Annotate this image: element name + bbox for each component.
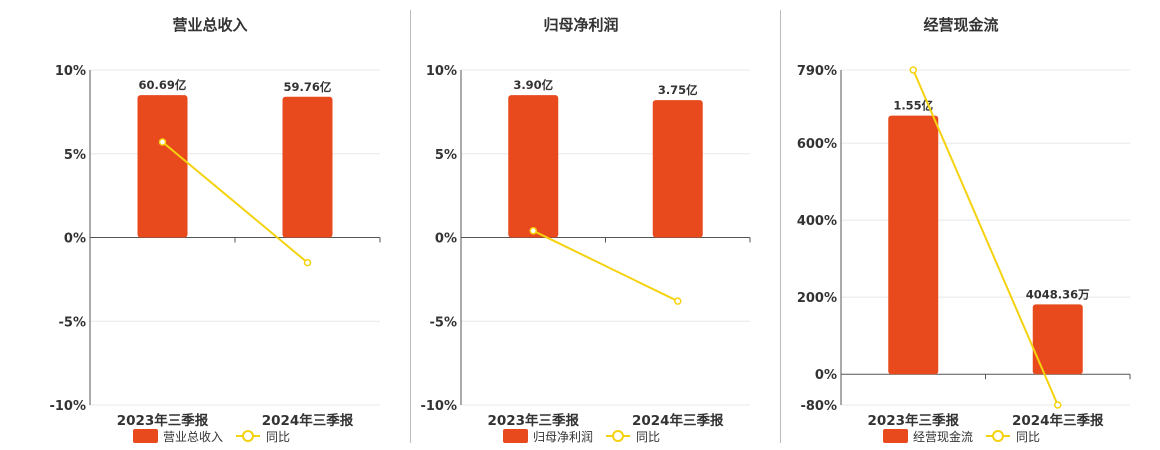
legend-label: 营业总收入 bbox=[163, 430, 223, 444]
y-tick-label: 790% bbox=[797, 64, 837, 79]
yoy-point bbox=[1054, 401, 1062, 409]
bar-swatch-icon bbox=[503, 429, 528, 443]
legend-label: 经营现金流 bbox=[913, 429, 973, 444]
x-tick-label: 2023年三季报 bbox=[867, 412, 959, 429]
y-tick-label: -10% bbox=[49, 399, 86, 414]
y-tick-label: 5% bbox=[64, 148, 86, 163]
bar-value-label: 1.55亿 bbox=[893, 99, 933, 113]
y-tick-label: -5% bbox=[430, 315, 457, 330]
chart-title: 归母净利润 bbox=[543, 16, 618, 34]
x-tick-label: 2024年三季报 bbox=[1012, 412, 1104, 429]
chart-title: 经营现金流 bbox=[923, 16, 998, 34]
yoy-point bbox=[674, 297, 682, 305]
legend-line-marker bbox=[612, 430, 624, 442]
bar-value-label: 4048.36万 bbox=[1026, 287, 1090, 301]
yoy-point bbox=[158, 138, 167, 146]
yoy-point bbox=[303, 258, 312, 267]
yoy-line bbox=[532, 229, 679, 303]
y-tick-label: 5% bbox=[435, 148, 457, 163]
cash-flow-chart-panel: 经营现金流 790% 600% 400% 200% 0% -80% 1.55亿 4048.36万… bbox=[797, 16, 1131, 444]
bar-value-label: 59.76亿 bbox=[284, 80, 332, 94]
x-tick-label: 2024年三季报 bbox=[262, 412, 354, 429]
y-tick-label: -5% bbox=[59, 315, 86, 330]
bar bbox=[1032, 304, 1083, 375]
revenue-chart-panel: 营业总收入 10% 5% 0% -5% -10% 60.69亿 59.76亿 2023年三季报 2… bbox=[49, 16, 381, 444]
yoy-point bbox=[529, 227, 537, 235]
y-tick-label: -10% bbox=[420, 399, 457, 414]
x-tick-label: 2023年三季报 bbox=[117, 412, 209, 429]
y-tick-label: 10% bbox=[426, 64, 457, 79]
legend-line-marker bbox=[242, 430, 254, 442]
y-tick-label: 200% bbox=[797, 291, 837, 306]
legend-label: 同比 bbox=[636, 430, 660, 444]
x-tick-label: 2023年三季报 bbox=[487, 412, 579, 429]
yoy-line bbox=[161, 141, 309, 264]
bar bbox=[137, 95, 188, 238]
y-tick-label: -80% bbox=[800, 399, 837, 414]
bar-swatch-icon bbox=[883, 429, 908, 443]
bar-swatch-icon bbox=[133, 429, 158, 443]
bar bbox=[282, 96, 333, 238]
net-profit-chart-panel: 归母净利润 10% 5% 0% -5% -10% 3.90亿 3.75亿 2023年三季报 202… bbox=[420, 16, 751, 444]
bar bbox=[888, 115, 939, 375]
legend-label: 同比 bbox=[1016, 430, 1040, 444]
chart-title: 营业总收入 bbox=[172, 16, 247, 34]
legend-label: 归母净利润 bbox=[533, 430, 593, 444]
bar bbox=[652, 100, 703, 238]
panel-separator bbox=[780, 10, 781, 443]
yoy-line bbox=[912, 69, 1059, 406]
yoy-point bbox=[909, 66, 917, 74]
bar-value-label: 60.69亿 bbox=[139, 78, 187, 92]
panel-separator bbox=[410, 10, 411, 443]
y-tick-label: 10% bbox=[55, 64, 86, 79]
y-tick-label: 600% bbox=[797, 137, 837, 152]
bar-value-label: 3.90亿 bbox=[513, 78, 553, 92]
legend-line-marker bbox=[992, 430, 1004, 442]
bar bbox=[508, 95, 559, 238]
y-tick-label: 0% bbox=[435, 232, 457, 247]
legend-label: 同比 bbox=[266, 430, 290, 444]
y-tick-label: 0% bbox=[815, 368, 837, 383]
x-tick-label: 2024年三季报 bbox=[632, 412, 724, 429]
bar-value-label: 3.75亿 bbox=[658, 83, 698, 97]
y-tick-label: 0% bbox=[64, 232, 86, 247]
y-tick-label: 400% bbox=[797, 214, 837, 229]
